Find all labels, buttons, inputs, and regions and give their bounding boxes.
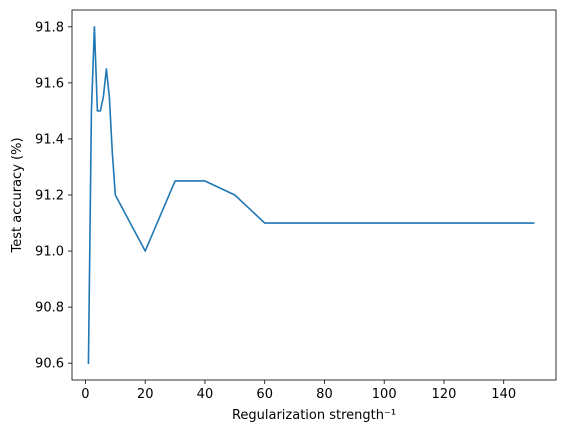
x-tick-label: 80 — [316, 387, 333, 402]
x-tick-label: 40 — [197, 387, 214, 402]
x-axis-ticks: 0 20 40 60 80 100 120 140 — [81, 380, 516, 402]
y-axis-label: Test accuracy (%) — [10, 137, 25, 253]
plot-background — [72, 10, 556, 380]
x-axis-label: Regularization strength⁻¹ — [232, 408, 396, 423]
y-tick-label: 91.2 — [35, 189, 64, 204]
x-tick-label: 120 — [432, 387, 457, 402]
y-tick-label: 91.8 — [35, 20, 64, 35]
y-tick-label: 91.4 — [35, 132, 64, 147]
y-tick-label: 91.6 — [35, 76, 64, 91]
x-tick-label: 20 — [137, 387, 154, 402]
y-tick-label: 90.8 — [35, 301, 64, 316]
x-tick-label: 0 — [81, 387, 89, 402]
x-tick-label: 60 — [256, 387, 273, 402]
y-axis-ticks: 90.6 90.8 91.0 91.2 91.4 91.6 91.8 — [35, 20, 72, 371]
x-tick-label: 100 — [372, 387, 397, 402]
x-tick-label: 140 — [491, 387, 516, 402]
y-tick-label: 91.0 — [35, 245, 64, 260]
y-tick-label: 90.6 — [35, 357, 64, 372]
